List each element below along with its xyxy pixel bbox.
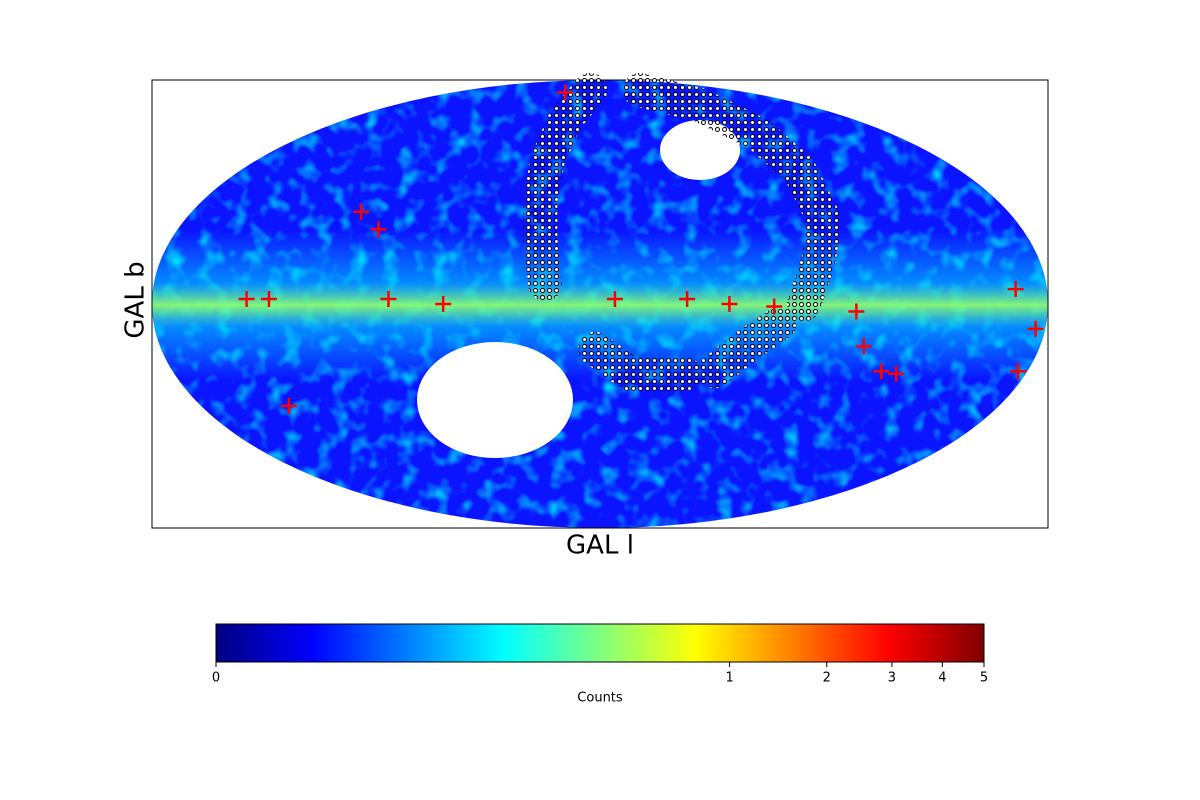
source-marker bbox=[370, 221, 387, 238]
source-marker bbox=[855, 338, 872, 355]
source-marker bbox=[679, 291, 696, 308]
source-marker bbox=[238, 291, 255, 308]
source-marker bbox=[280, 398, 297, 415]
heatmap bbox=[152, 80, 1048, 528]
colorbar-tick-label: 5 bbox=[980, 671, 988, 686]
y-axis-label: GAL b bbox=[121, 261, 151, 338]
colorbar-tick-label: 2 bbox=[823, 671, 831, 686]
footprint bbox=[697, 306, 797, 389]
source-marker bbox=[888, 365, 905, 382]
colorbar-label: Counts bbox=[577, 691, 623, 706]
colorbar-tick-label: 0 bbox=[212, 671, 220, 686]
source-marker bbox=[873, 363, 890, 380]
source-marker bbox=[1007, 281, 1024, 298]
colorbar-tick-label: 4 bbox=[938, 671, 946, 686]
colorbar bbox=[215, 623, 985, 663]
colorbar-tick-label: 1 bbox=[725, 671, 733, 686]
source-marker bbox=[557, 84, 574, 101]
x-axis-label: GAL l bbox=[566, 531, 634, 561]
footprint bbox=[578, 331, 702, 391]
source-marker bbox=[848, 303, 865, 320]
source-marker bbox=[606, 291, 623, 308]
source-marker bbox=[721, 296, 738, 312]
footprint bbox=[523, 72, 608, 302]
source-marker bbox=[260, 291, 277, 308]
source-marker bbox=[353, 203, 370, 220]
footprint bbox=[622, 72, 841, 321]
source-marker bbox=[1010, 363, 1027, 380]
source-marker bbox=[766, 298, 783, 315]
source-marker bbox=[380, 291, 397, 308]
source-marker bbox=[1027, 320, 1044, 337]
colorbar-tick-label: 3 bbox=[888, 671, 896, 686]
source-marker bbox=[435, 296, 452, 312]
